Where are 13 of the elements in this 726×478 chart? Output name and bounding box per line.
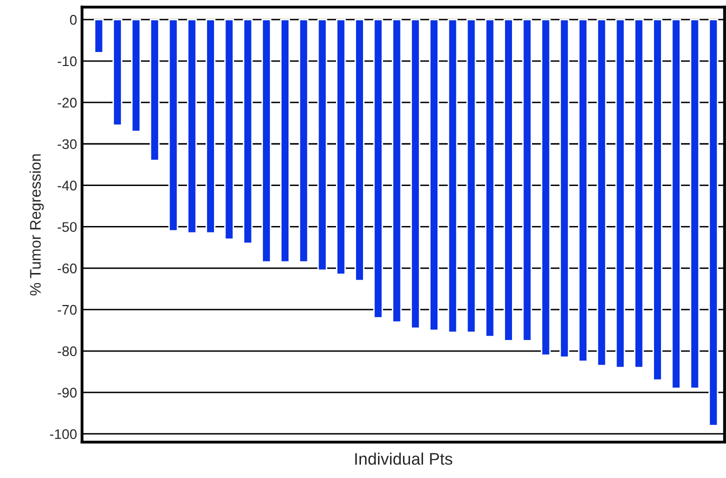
y-tick-label: -100 — [50, 429, 77, 440]
y-tick-label: -90 — [58, 388, 77, 398]
y-tick-label: 0 — [70, 14, 77, 25]
y-tick-label: -70 — [58, 304, 77, 315]
x-axis-title: Individual Pts — [355, 452, 452, 465]
y-tick-label: -50 — [58, 222, 77, 232]
y-tick-label: -30 — [58, 139, 77, 150]
y-axis-title: % Tumor Regression — [30, 154, 44, 296]
y-tick-label: -20 — [58, 98, 77, 108]
y-tick-label: -60 — [58, 263, 77, 274]
y-tick-label: -40 — [58, 180, 77, 190]
y-tick-label: -80 — [58, 346, 77, 356]
y-tick-label: -10 — [58, 56, 77, 66]
